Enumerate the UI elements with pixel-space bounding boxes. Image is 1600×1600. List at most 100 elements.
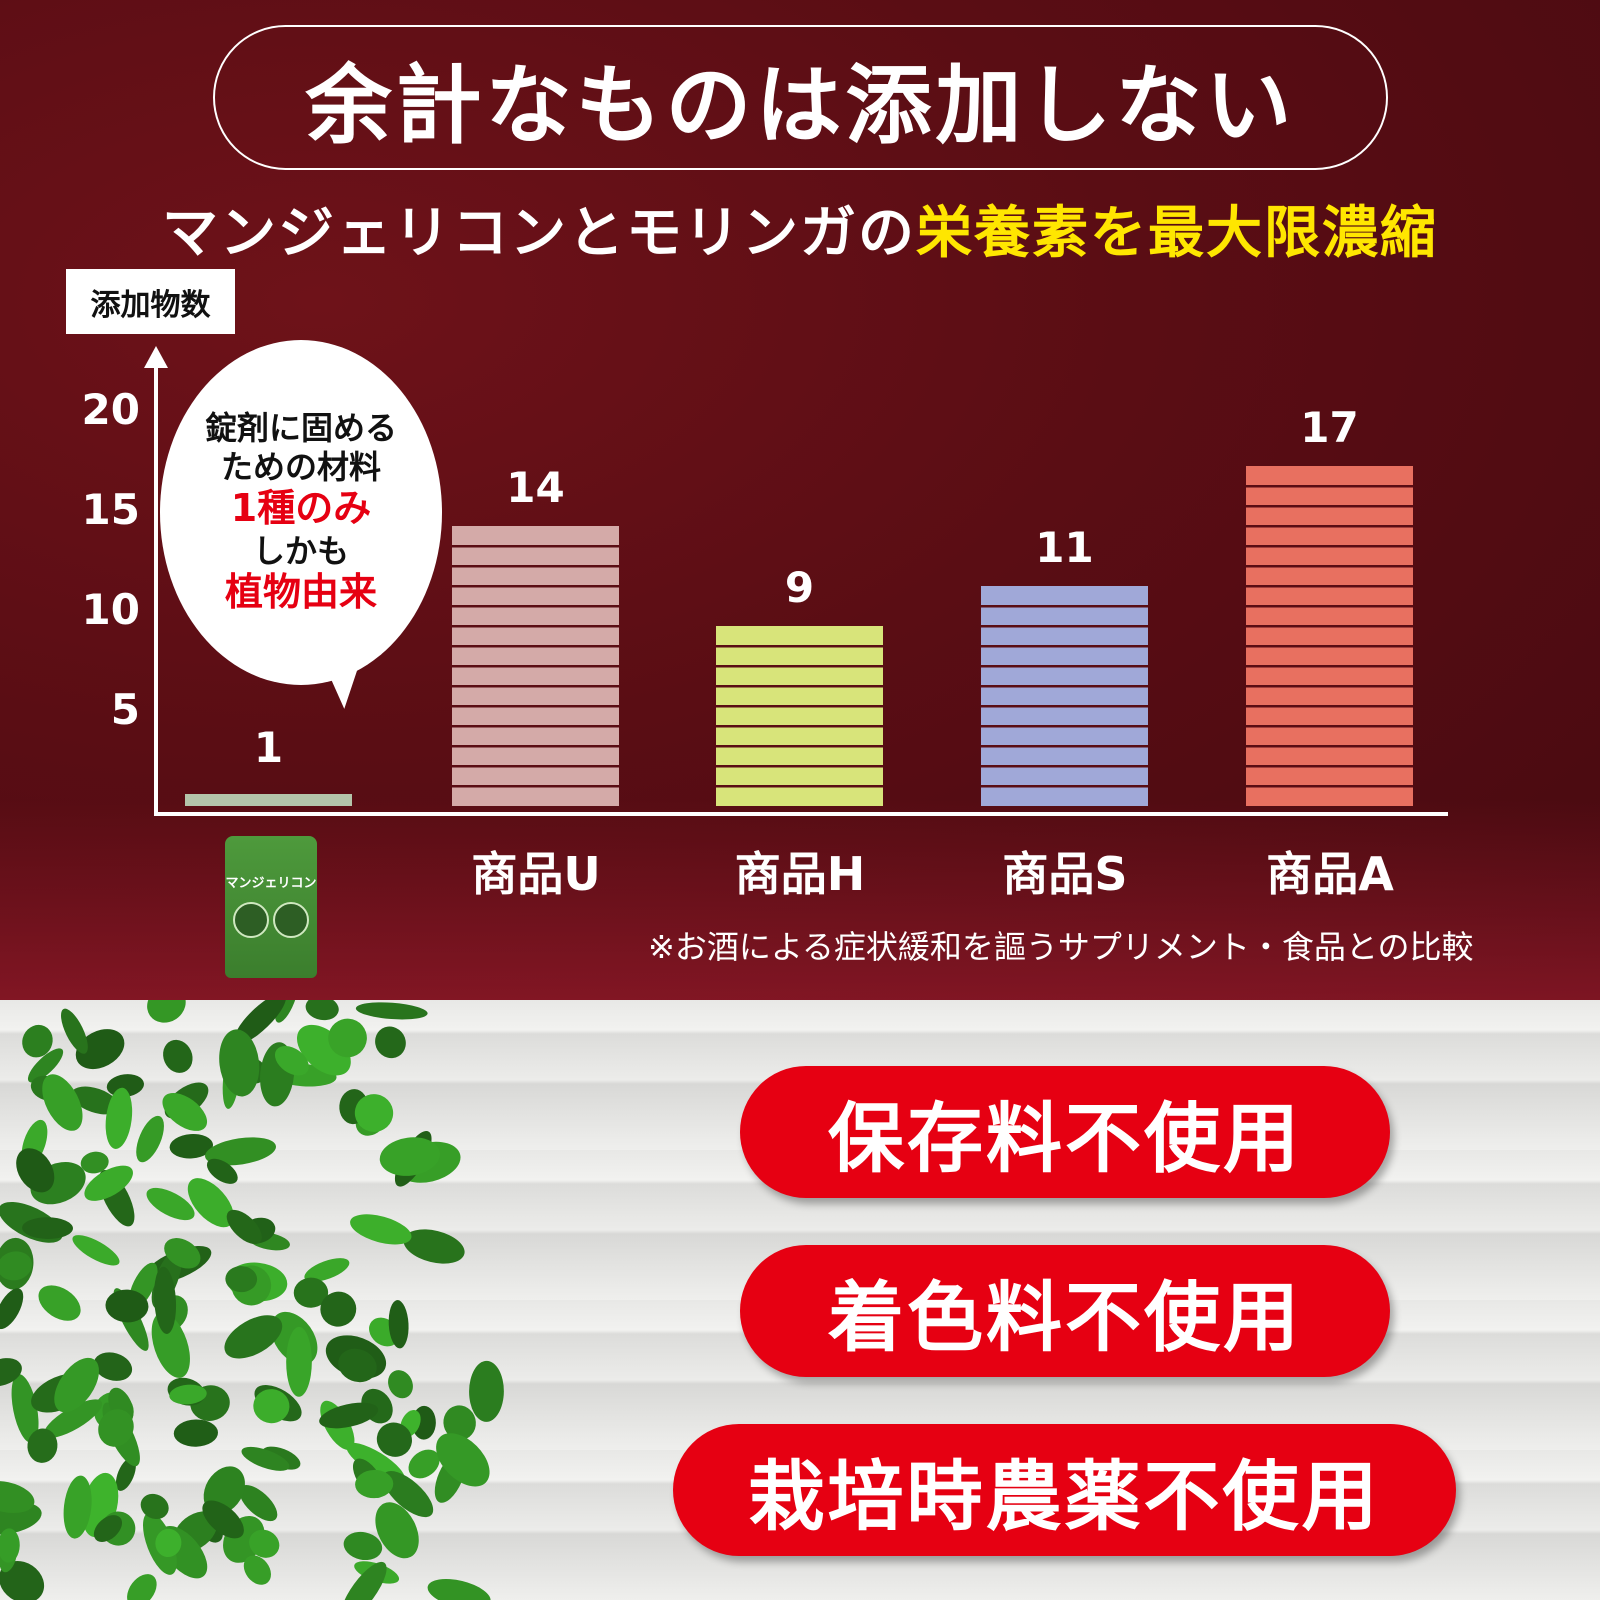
bar-chart: 5 10 15 20 1 14 9 11 17 <box>82 346 1448 816</box>
leaf <box>274 1000 299 1023</box>
subtitle-highlight: 栄養素を最大限濃縮 <box>916 201 1438 266</box>
leaf <box>75 1029 125 1070</box>
data-label: 14 <box>506 463 564 512</box>
bar-stripe <box>1246 505 1413 508</box>
data-label: 9 <box>785 563 814 612</box>
leaf <box>293 1277 329 1308</box>
leaf <box>408 1449 440 1479</box>
category-label: 商品S <box>1002 847 1128 901</box>
y-tick-label: 20 <box>82 385 140 434</box>
axis-line <box>154 360 1448 816</box>
bar <box>716 626 883 806</box>
bar-stripe <box>452 765 619 768</box>
leaf <box>206 1158 238 1184</box>
data-label: 17 <box>1300 403 1358 452</box>
bar-stripe <box>716 745 883 748</box>
callout-line: 植物由来 <box>224 570 377 615</box>
badge-no-pesticides: 栽培時農薬不使用 <box>673 1424 1456 1556</box>
leaf <box>146 1187 195 1221</box>
bar-stripe <box>452 745 619 748</box>
bar-stripe <box>716 665 883 668</box>
y-axis-arrow <box>144 346 168 368</box>
leaf <box>249 1529 280 1558</box>
leaf <box>274 1045 309 1076</box>
leaf <box>243 1555 271 1585</box>
leaf <box>375 1502 419 1559</box>
bar-stripe <box>452 725 619 728</box>
callout-bubble: 錠剤に固める ための材料 1種のみ しかも 植物由来 <box>160 340 442 685</box>
leaf <box>304 1258 350 1282</box>
subtitle: マンジェリコンとモリンガの栄養素を最大限濃縮 <box>0 188 1600 269</box>
bar-stripe <box>452 645 619 648</box>
bar-stripe <box>1246 645 1413 648</box>
badge-no-preservatives: 保存料不使用 <box>740 1066 1390 1198</box>
leaf <box>80 1151 109 1174</box>
bar-stripe <box>1246 785 1413 788</box>
bar <box>185 794 352 806</box>
product-name: マンジェリコン <box>225 876 317 891</box>
bar-stripe <box>1246 725 1413 728</box>
leaf <box>16 1148 55 1193</box>
bar-stripe <box>716 725 883 728</box>
leaf <box>427 1578 491 1600</box>
leaf <box>84 1165 133 1201</box>
leaf <box>163 1039 193 1073</box>
y-axis-label: 添加物数 <box>66 269 235 334</box>
leaf <box>0 1288 24 1330</box>
leaf <box>154 1266 177 1334</box>
leaf <box>224 1315 283 1359</box>
bar-stripe <box>981 745 1148 748</box>
bar-stripe <box>1246 625 1413 628</box>
bar-stripe <box>1246 665 1413 668</box>
product-leaf-circle <box>273 902 309 938</box>
leaf <box>382 1471 434 1518</box>
footnote: ※お酒による症状緩和を謳うサプリメント・食品との比較 <box>648 928 1474 966</box>
leaf <box>72 1235 120 1266</box>
leaf <box>436 1433 490 1487</box>
leaf <box>0 1251 33 1281</box>
bar-stripe <box>452 785 619 788</box>
leaf <box>388 1300 409 1349</box>
leaf <box>147 1000 186 1023</box>
leaf <box>169 1134 214 1159</box>
leaf <box>350 1214 412 1245</box>
y-tick-label: 10 <box>82 585 140 634</box>
leaf <box>226 1209 262 1245</box>
bar-stripe <box>981 705 1148 708</box>
subtitle-text: マンジェリコンとモリンガの <box>162 201 916 266</box>
leaf <box>469 1360 504 1422</box>
bar-stripe <box>452 705 619 708</box>
callout-line: 1種のみ <box>230 486 372 531</box>
leaves-image <box>0 1000 504 1600</box>
leaf <box>22 1024 53 1058</box>
bar-stripe <box>981 725 1148 728</box>
bar-stripe <box>1246 685 1413 688</box>
callout-line: 錠剤に固める <box>204 409 397 448</box>
leaf <box>343 1531 383 1561</box>
leaf <box>136 1115 164 1163</box>
leaf <box>319 1402 379 1429</box>
data-label: 11 <box>1035 523 1093 572</box>
leaf <box>239 1485 278 1522</box>
y-tick-label: 5 <box>111 685 140 734</box>
bar-stripe <box>452 545 619 548</box>
leaf <box>71 1086 120 1115</box>
bar-stripe <box>1246 705 1413 708</box>
leaf <box>338 1348 377 1383</box>
leaf <box>225 1266 258 1293</box>
bar-stripe <box>716 645 883 648</box>
data-label: 1 <box>254 723 283 772</box>
leaf <box>234 1000 286 1045</box>
bar-stripe <box>981 605 1148 608</box>
page-title: 余計なものは添加しない <box>213 25 1388 170</box>
bar-stripe <box>981 665 1148 668</box>
product-leaf-circle <box>233 902 269 938</box>
leaf <box>115 1457 136 1491</box>
leaf <box>443 1405 476 1440</box>
callout-line: ための材料 <box>220 447 381 486</box>
leaf <box>164 1238 201 1269</box>
bar-stripe <box>981 685 1148 688</box>
leaf <box>22 1217 73 1239</box>
bar-stripe <box>1246 565 1413 568</box>
product-package-image: マンジェリコン <box>225 836 317 978</box>
